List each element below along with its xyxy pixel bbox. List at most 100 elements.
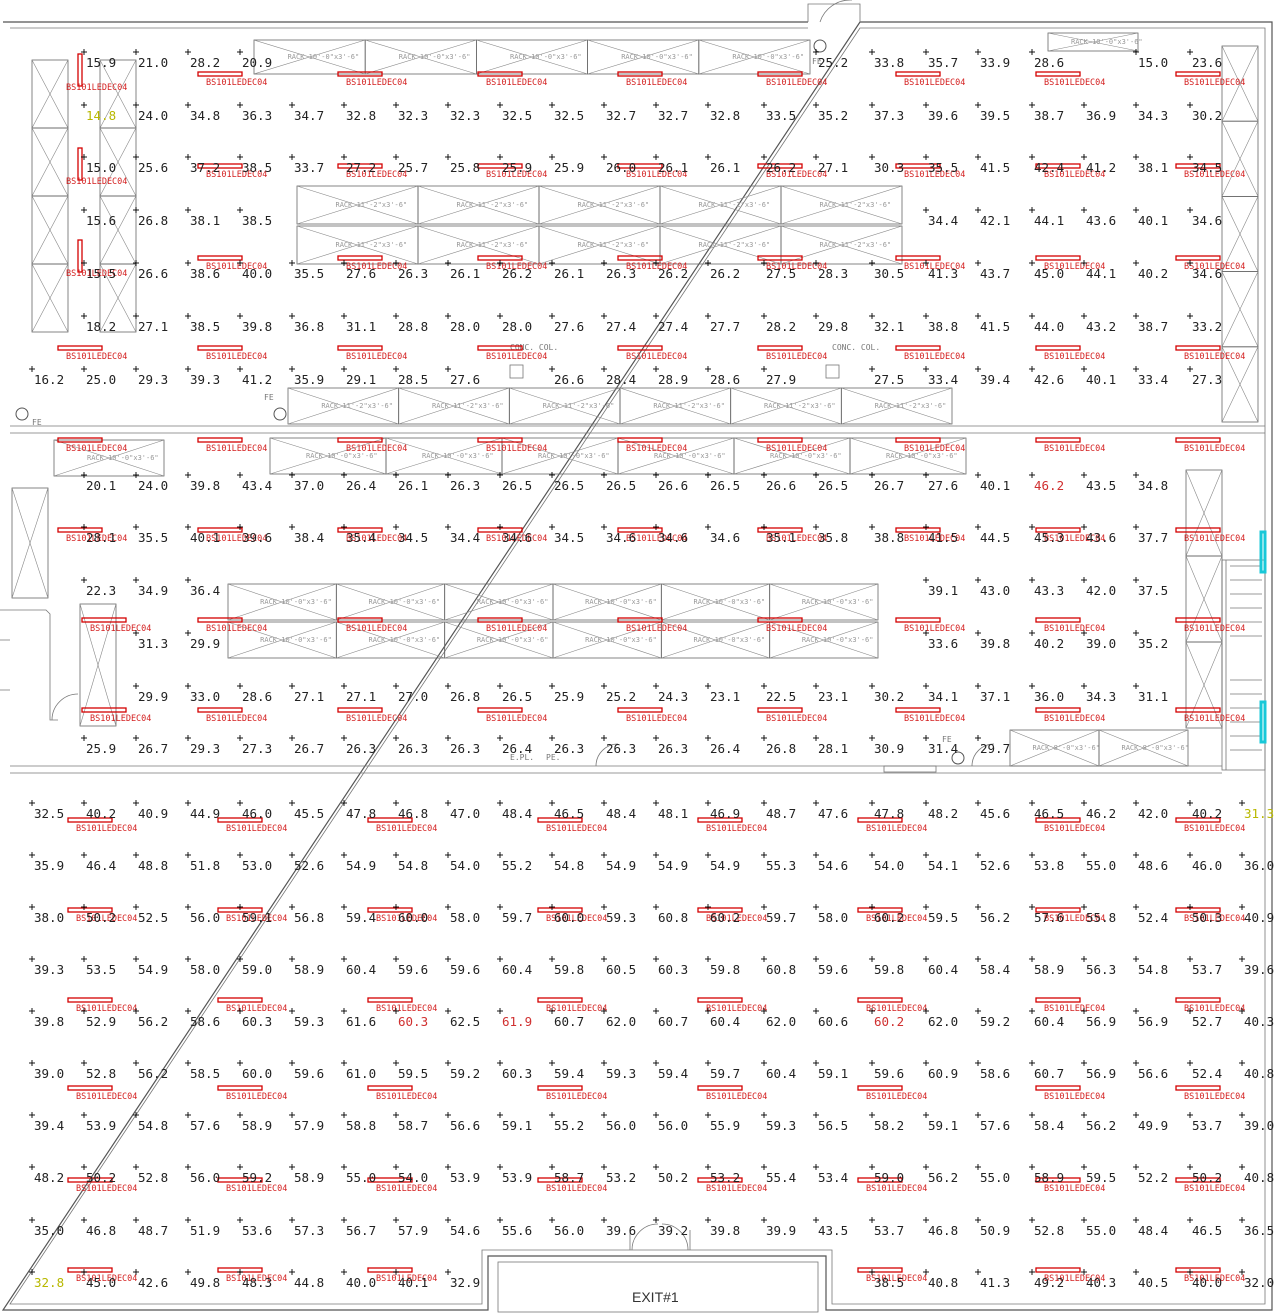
calc-point: 23.6 <box>1187 49 1222 70</box>
calc-point: 41.5 <box>975 154 1010 175</box>
illuminance-value: 56.2 <box>1086 1118 1116 1133</box>
illuminance-value: 60.7 <box>554 1014 584 1029</box>
illuminance-value: 26.7 <box>294 741 324 756</box>
luminaire: BS101LEDEC04 <box>1035 437 1105 454</box>
calc-point: 59.4 <box>653 1060 688 1081</box>
illuminance-value: 52.8 <box>138 1170 168 1185</box>
illuminance-value: 55.0 <box>1086 1223 1116 1238</box>
rack-label: RACK 10'-0"x3'-6" <box>422 452 494 460</box>
illuminance-value: 60.2 <box>874 910 904 925</box>
luminaire-label: BS101LEDEC04 <box>1044 914 1105 924</box>
calc-point: 61.9 <box>497 1008 532 1029</box>
illuminance-value: 41.5 <box>980 319 1010 334</box>
illuminance-value: 48.3 <box>242 1275 272 1290</box>
calc-point: 33.9 <box>975 49 1010 70</box>
luminaire: BS101LEDEC04 <box>197 617 267 634</box>
calc-point: 27.9 <box>761 366 796 387</box>
luminaire-label: BS101LEDEC04 <box>66 534 127 544</box>
luminaire: BS101LEDEC04 <box>367 907 437 924</box>
calc-point: 39.1 <box>923 577 958 598</box>
illuminance-value: 40.1 <box>190 530 220 545</box>
calc-point: 37.5 <box>1133 577 1168 598</box>
calc-point: 28.0 <box>445 313 480 334</box>
luminaire-label: BS101LEDEC04 <box>206 170 267 180</box>
calc-point: 29.7 <box>975 735 1010 756</box>
illuminance-value: 42.6 <box>1034 372 1064 387</box>
luminaire: BS101LEDEC04 <box>617 707 687 724</box>
illuminance-value: 34.5 <box>554 530 584 545</box>
calc-point: 53.7 <box>1187 956 1222 977</box>
rack-label: RACK 8'-0"x3'-6" <box>1033 744 1100 752</box>
illuminance-value: 27.4 <box>606 319 636 334</box>
luminaire: BS101LEDEC04 <box>617 163 687 180</box>
illuminance-value: 27.0 <box>398 689 428 704</box>
illuminance-value: 34.6 <box>710 530 740 545</box>
calc-point: 35.5 <box>923 154 958 175</box>
illuminance-value: 44.1 <box>1034 213 1064 228</box>
calc-point: 38.7 <box>1029 102 1064 123</box>
luminaire-label: BS101LEDEC04 <box>346 444 407 454</box>
illuminance-value: 40.9 <box>138 806 168 821</box>
calc-point: 33.4 <box>923 366 958 387</box>
calc-point: 26.4 <box>341 472 376 493</box>
illuminance-value: 26.8 <box>450 689 480 704</box>
calc-point: 53.4 <box>813 1164 848 1185</box>
calc-point: 58.9 <box>289 956 324 977</box>
illuminance-value: 34.5 <box>398 530 428 545</box>
calc-point: 53.7 <box>1187 1112 1222 1133</box>
luminaire: BS101LEDEC04 <box>1175 1177 1245 1194</box>
illuminance-value: 25.9 <box>86 741 116 756</box>
illuminance-value: 35.5 <box>928 160 958 175</box>
calc-point: 56.2 <box>133 1060 168 1081</box>
luminaire-label: BS101LEDEC04 <box>1184 352 1245 362</box>
luminaire: BS101LEDEC04 <box>67 997 137 1014</box>
illuminance-value: 55.2 <box>554 1118 584 1133</box>
illuminance-value: 34.3 <box>1086 689 1116 704</box>
calc-point: 34.8 <box>185 102 220 123</box>
calc-point: 52.4 <box>1187 1060 1222 1081</box>
illuminance-value: 31.4 <box>928 741 958 756</box>
calc-point: 54.6 <box>813 852 848 873</box>
illuminance-value: 39.4 <box>34 1118 64 1133</box>
calc-point: 40.1 <box>975 472 1010 493</box>
calc-point: 28.9 <box>653 366 688 387</box>
calc-point: 36.0 <box>1239 852 1274 873</box>
calc-point: 24.0 <box>133 472 168 493</box>
calc-point: 35.9 <box>289 366 324 387</box>
calc-point: 18.2 <box>81 313 116 334</box>
calc-point: 47.8 <box>341 800 376 821</box>
calc-point: 58.4 <box>975 956 1010 977</box>
luminaire: BS101LEDEC04 <box>757 707 827 724</box>
luminaire: BS101LEDEC04 <box>1035 71 1105 88</box>
rack-label: RACK 10'-0"x3'-6" <box>369 636 441 644</box>
illuminance-value: 36.5 <box>1244 1223 1274 1238</box>
illuminance-value: 54.1 <box>928 858 958 873</box>
calc-point: 26.0 <box>601 154 636 175</box>
illuminance-value: 32.5 <box>554 108 584 123</box>
illuminance-value: 57.6 <box>980 1118 1010 1133</box>
calc-point: 27.5 <box>761 260 796 281</box>
calc-point: 56.0 <box>185 904 220 925</box>
illuminance-value: 26.2 <box>658 266 688 281</box>
illuminance-value: 46.0 <box>1192 858 1222 873</box>
rack-label: RACK 11'-2"x3'-6" <box>653 402 725 410</box>
calc-point: 56.8 <box>289 904 324 925</box>
luminaire-label: BS101LEDEC04 <box>1184 1004 1245 1014</box>
luminaire: BS101LEDEC04 <box>1035 707 1105 724</box>
calc-point: 40.8 <box>1239 1164 1274 1185</box>
luminaire-label: BS101LEDEC04 <box>66 83 127 93</box>
luminaire: BS101LEDEC04 <box>1175 707 1245 724</box>
calc-point: 59.4 <box>549 1060 584 1081</box>
calc-point: 27.3 <box>1187 366 1222 387</box>
luminaire-label: BS101LEDEC04 <box>1044 824 1105 834</box>
column-label: CONC. COL. <box>832 343 880 352</box>
calc-point: 34.6 <box>653 524 688 545</box>
luminaire-label: BS101LEDEC04 <box>904 170 965 180</box>
illuminance-value: 60.3 <box>242 1014 272 1029</box>
illuminance-value: 27.5 <box>874 372 904 387</box>
calc-point: 59.0 <box>869 1164 904 1185</box>
luminaire: BS101LEDEC04 <box>477 163 547 180</box>
luminaire: BS101LEDEC04 <box>197 707 267 724</box>
calc-point: 55.0 <box>1081 1217 1116 1238</box>
calc-point: 52.9 <box>81 1008 116 1029</box>
